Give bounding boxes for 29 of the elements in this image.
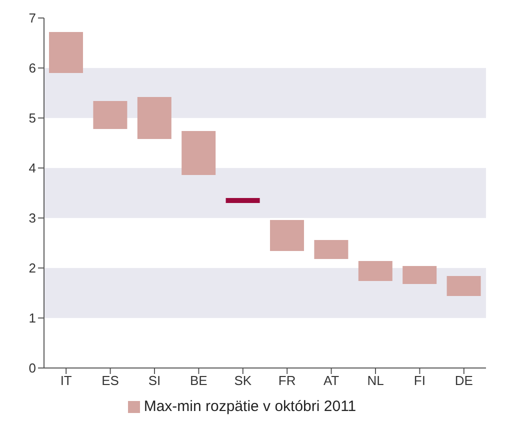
x-tick-label: FI <box>414 373 426 388</box>
bar <box>314 240 348 259</box>
x-tick-label: DE <box>454 373 474 388</box>
x-tick-label: NL <box>367 373 384 388</box>
legend-label: Max-min rozpätie v októbri 2011 <box>144 398 356 415</box>
bar <box>93 101 128 129</box>
x-tick-label: IT <box>60 373 72 388</box>
bar <box>49 32 83 73</box>
bar <box>446 276 481 296</box>
x-tick-label: AT <box>323 373 340 388</box>
y-tick-label: 7 <box>28 10 36 26</box>
x-tick-label: SI <box>148 373 161 388</box>
y-tick-label: 6 <box>28 60 36 76</box>
x-tick-label: BE <box>190 373 208 388</box>
bar <box>270 220 304 251</box>
bar <box>182 131 216 175</box>
y-tick-label: 5 <box>28 110 36 126</box>
bar <box>402 266 437 284</box>
y-tick-label: 3 <box>28 210 36 226</box>
x-tick-label: SK <box>234 373 252 388</box>
x-tick-label: ES <box>102 373 120 388</box>
y-tick-label: 2 <box>28 260 36 276</box>
y-tick-label: 0 <box>28 360 36 376</box>
x-tick-label: FR <box>278 373 296 388</box>
bar <box>358 261 392 281</box>
bar <box>226 198 260 203</box>
y-tick-label: 1 <box>28 310 36 326</box>
bar <box>137 97 172 139</box>
y-tick-label: 4 <box>28 160 36 176</box>
